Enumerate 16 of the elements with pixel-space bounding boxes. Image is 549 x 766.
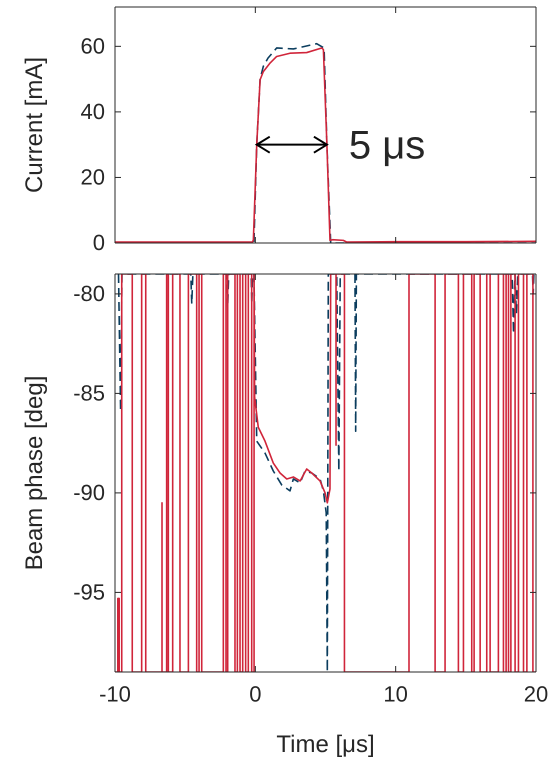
y-tick-label: -80 [73,280,105,306]
y-tick-label: -85 [73,380,105,406]
x-tick-label: 0 [249,682,262,707]
y-tick-label: -95 [73,579,105,604]
y-tick-label: 0 [92,230,105,256]
y-tick-label: 20 [80,164,105,190]
y-tick-label: -90 [73,480,105,505]
x-tick-label: 20 [524,682,548,707]
y-tick-label: 60 [80,33,105,58]
x-axis-title: Time [μs] [276,731,375,758]
x-tick-label: -10 [99,682,131,707]
annotation: 5 μs [348,124,426,168]
x-tick-label: 10 [383,682,408,707]
y-axis-title: Current [mA] [21,56,48,194]
y-axis-title: Beam phase [deg] [21,376,48,570]
y-tick-label: 40 [80,98,105,124]
